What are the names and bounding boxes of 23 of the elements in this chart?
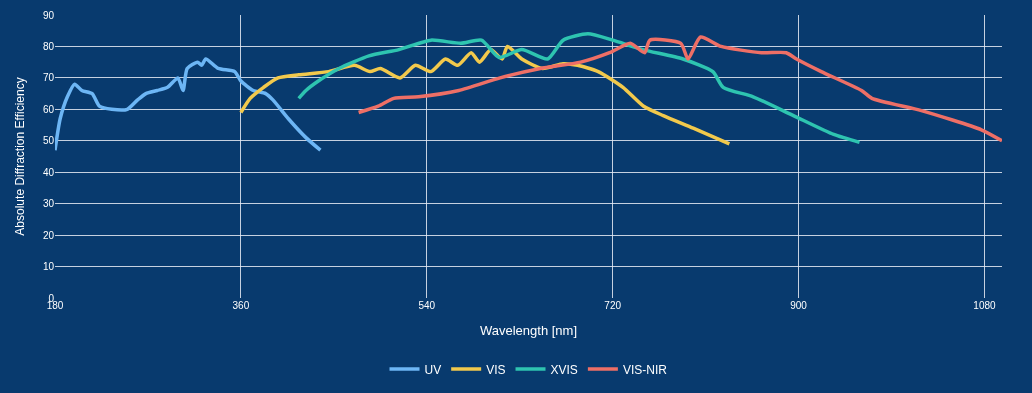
line-series xyxy=(296,32,862,145)
x-tick-label: 540 xyxy=(418,300,436,311)
y-tick-label: 10 xyxy=(42,261,55,273)
x-tick-label: 720 xyxy=(604,300,622,311)
y-tick-label: 40 xyxy=(42,166,55,178)
legend-label: VIS xyxy=(486,362,506,377)
line-series xyxy=(55,57,323,152)
x-tick-label: 1080 xyxy=(973,300,996,311)
legend-label: UV xyxy=(424,362,442,377)
y-tick-label: 60 xyxy=(42,103,55,115)
x-tick-label: 360 xyxy=(232,300,250,311)
y-axis-title: Absolute Diffraction Efficiency xyxy=(13,77,28,236)
line-series xyxy=(356,35,1002,143)
legend-label: XVIS xyxy=(550,362,578,377)
y-tick-label: 50 xyxy=(42,135,55,147)
y-tick-label: 90 xyxy=(42,9,55,21)
y-tick-label: 70 xyxy=(42,72,55,84)
y-tick-label: 30 xyxy=(42,198,55,210)
x-axis-title: Wavelength [nm] xyxy=(479,322,578,338)
x-tick-label: 900 xyxy=(790,300,808,311)
y-tick-label: 20 xyxy=(42,229,55,241)
y-tick-label: 80 xyxy=(42,40,55,52)
legend-label: VIS-NIR xyxy=(622,362,668,377)
